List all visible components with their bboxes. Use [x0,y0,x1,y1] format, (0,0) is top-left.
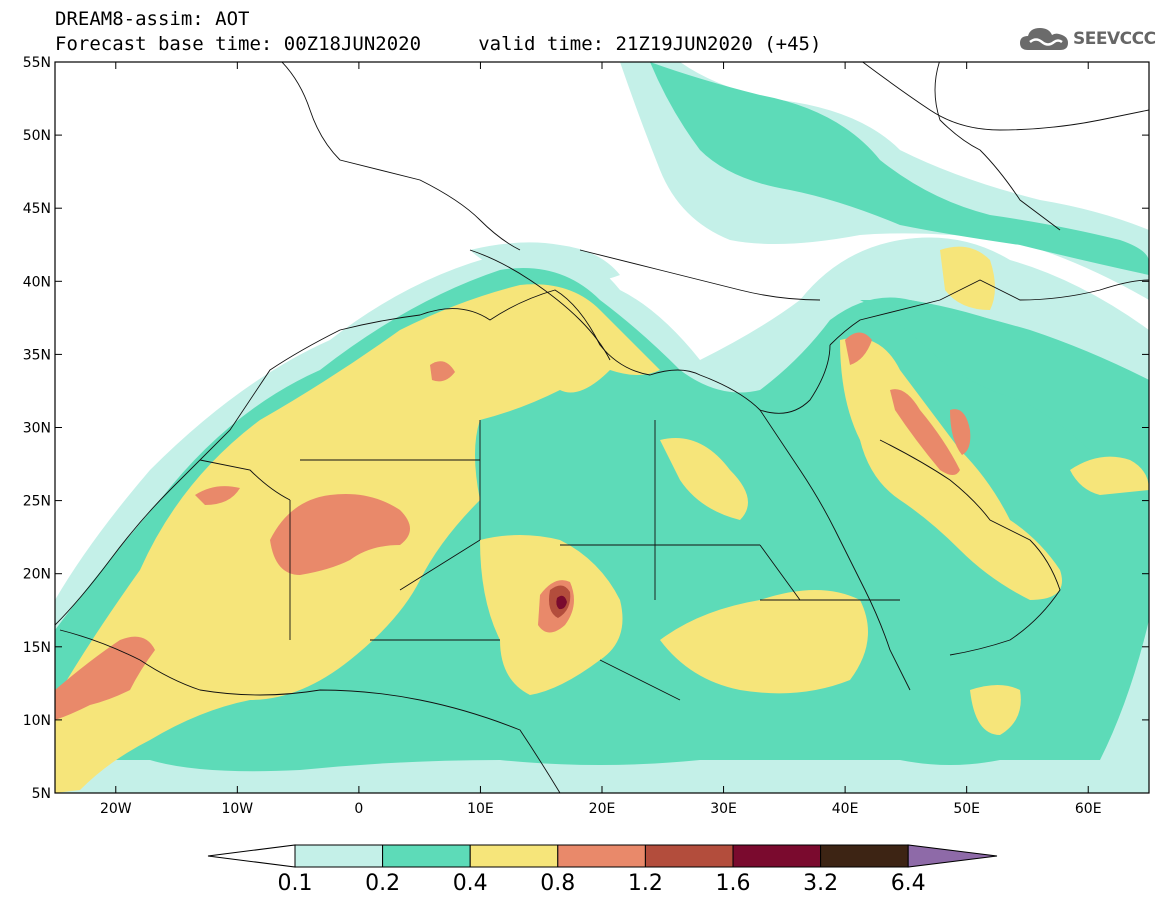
lat-tick-label: 40N [23,274,51,290]
lon-tick-label: 0 [354,801,363,817]
aot-level-0.8 [55,332,971,720]
aot-level-1.6 [556,595,567,610]
longitude-axis: 20W 10W 0 10E 20E 30E 40E 50E 60E [100,62,1102,817]
title-line-2: Forecast base time: 00Z18JUN2020 valid t… [55,33,822,55]
lat-tick-label: 30N [23,421,51,437]
brand-name: SEEVCCC [1073,29,1156,49]
lat-tick-label: 5N [32,786,51,802]
lat-tick-label: 20N [23,567,51,583]
coastlines-borders [55,62,1149,793]
colorbar-low-arrow [207,844,296,868]
colorbar: 0.1 0.2 0.4 0.8 1.2 1.6 3.2 6.4 [207,844,998,896]
colorbar-level-label: 3.2 [803,871,838,896]
lat-tick-label: 15N [23,640,51,656]
colorbar-level-label: 1.6 [716,871,751,896]
lon-tick-label: 50E [953,801,980,817]
lon-tick-label: 20E [589,801,616,817]
aot-contour-fields [55,62,1149,793]
colorbar-level-label: 0.8 [540,871,575,896]
colorbar-level-label: 0.2 [365,871,400,896]
lon-tick-label: 10E [467,801,494,817]
lon-tick-label: 30E [710,801,737,817]
lon-tick-label: 10W [221,801,253,817]
lat-tick-label: 10N [23,713,51,729]
brand-logo: SEEVCCC [1018,22,1156,56]
latitude-axis: 55N 50N 45N 40N 35N 30N 25N 20N 15N 10N 5N [23,55,1149,802]
lon-tick-label: 20W [100,801,132,817]
lon-tick-label: 40E [832,801,859,817]
cloud-logo-icon [1020,28,1068,50]
title-line-1: DREAM8-assim: AOT [55,8,250,30]
lat-tick-label: 50N [23,128,51,144]
lat-tick-label: 25N [23,494,51,510]
colorbar-high-arrow [907,844,998,868]
colorbar-box [557,844,646,868]
colorbar-box [469,844,559,868]
colorbar-box [732,844,822,868]
colorbar-level-label: 6.4 [891,871,926,896]
colorbar-level-label: 1.2 [628,871,663,896]
colorbar-box [294,844,384,868]
colorbar-box [382,844,471,868]
lon-tick-label: 60E [1075,801,1102,817]
colorbar-level-label: 0.1 [278,871,313,896]
colorbar-box [644,844,734,868]
lat-tick-label: 35N [23,347,51,363]
lat-tick-label: 45N [23,201,51,217]
colorbar-box [820,844,909,868]
lat-tick-label: 55N [23,55,51,71]
colorbar-level-label: 0.4 [453,871,488,896]
